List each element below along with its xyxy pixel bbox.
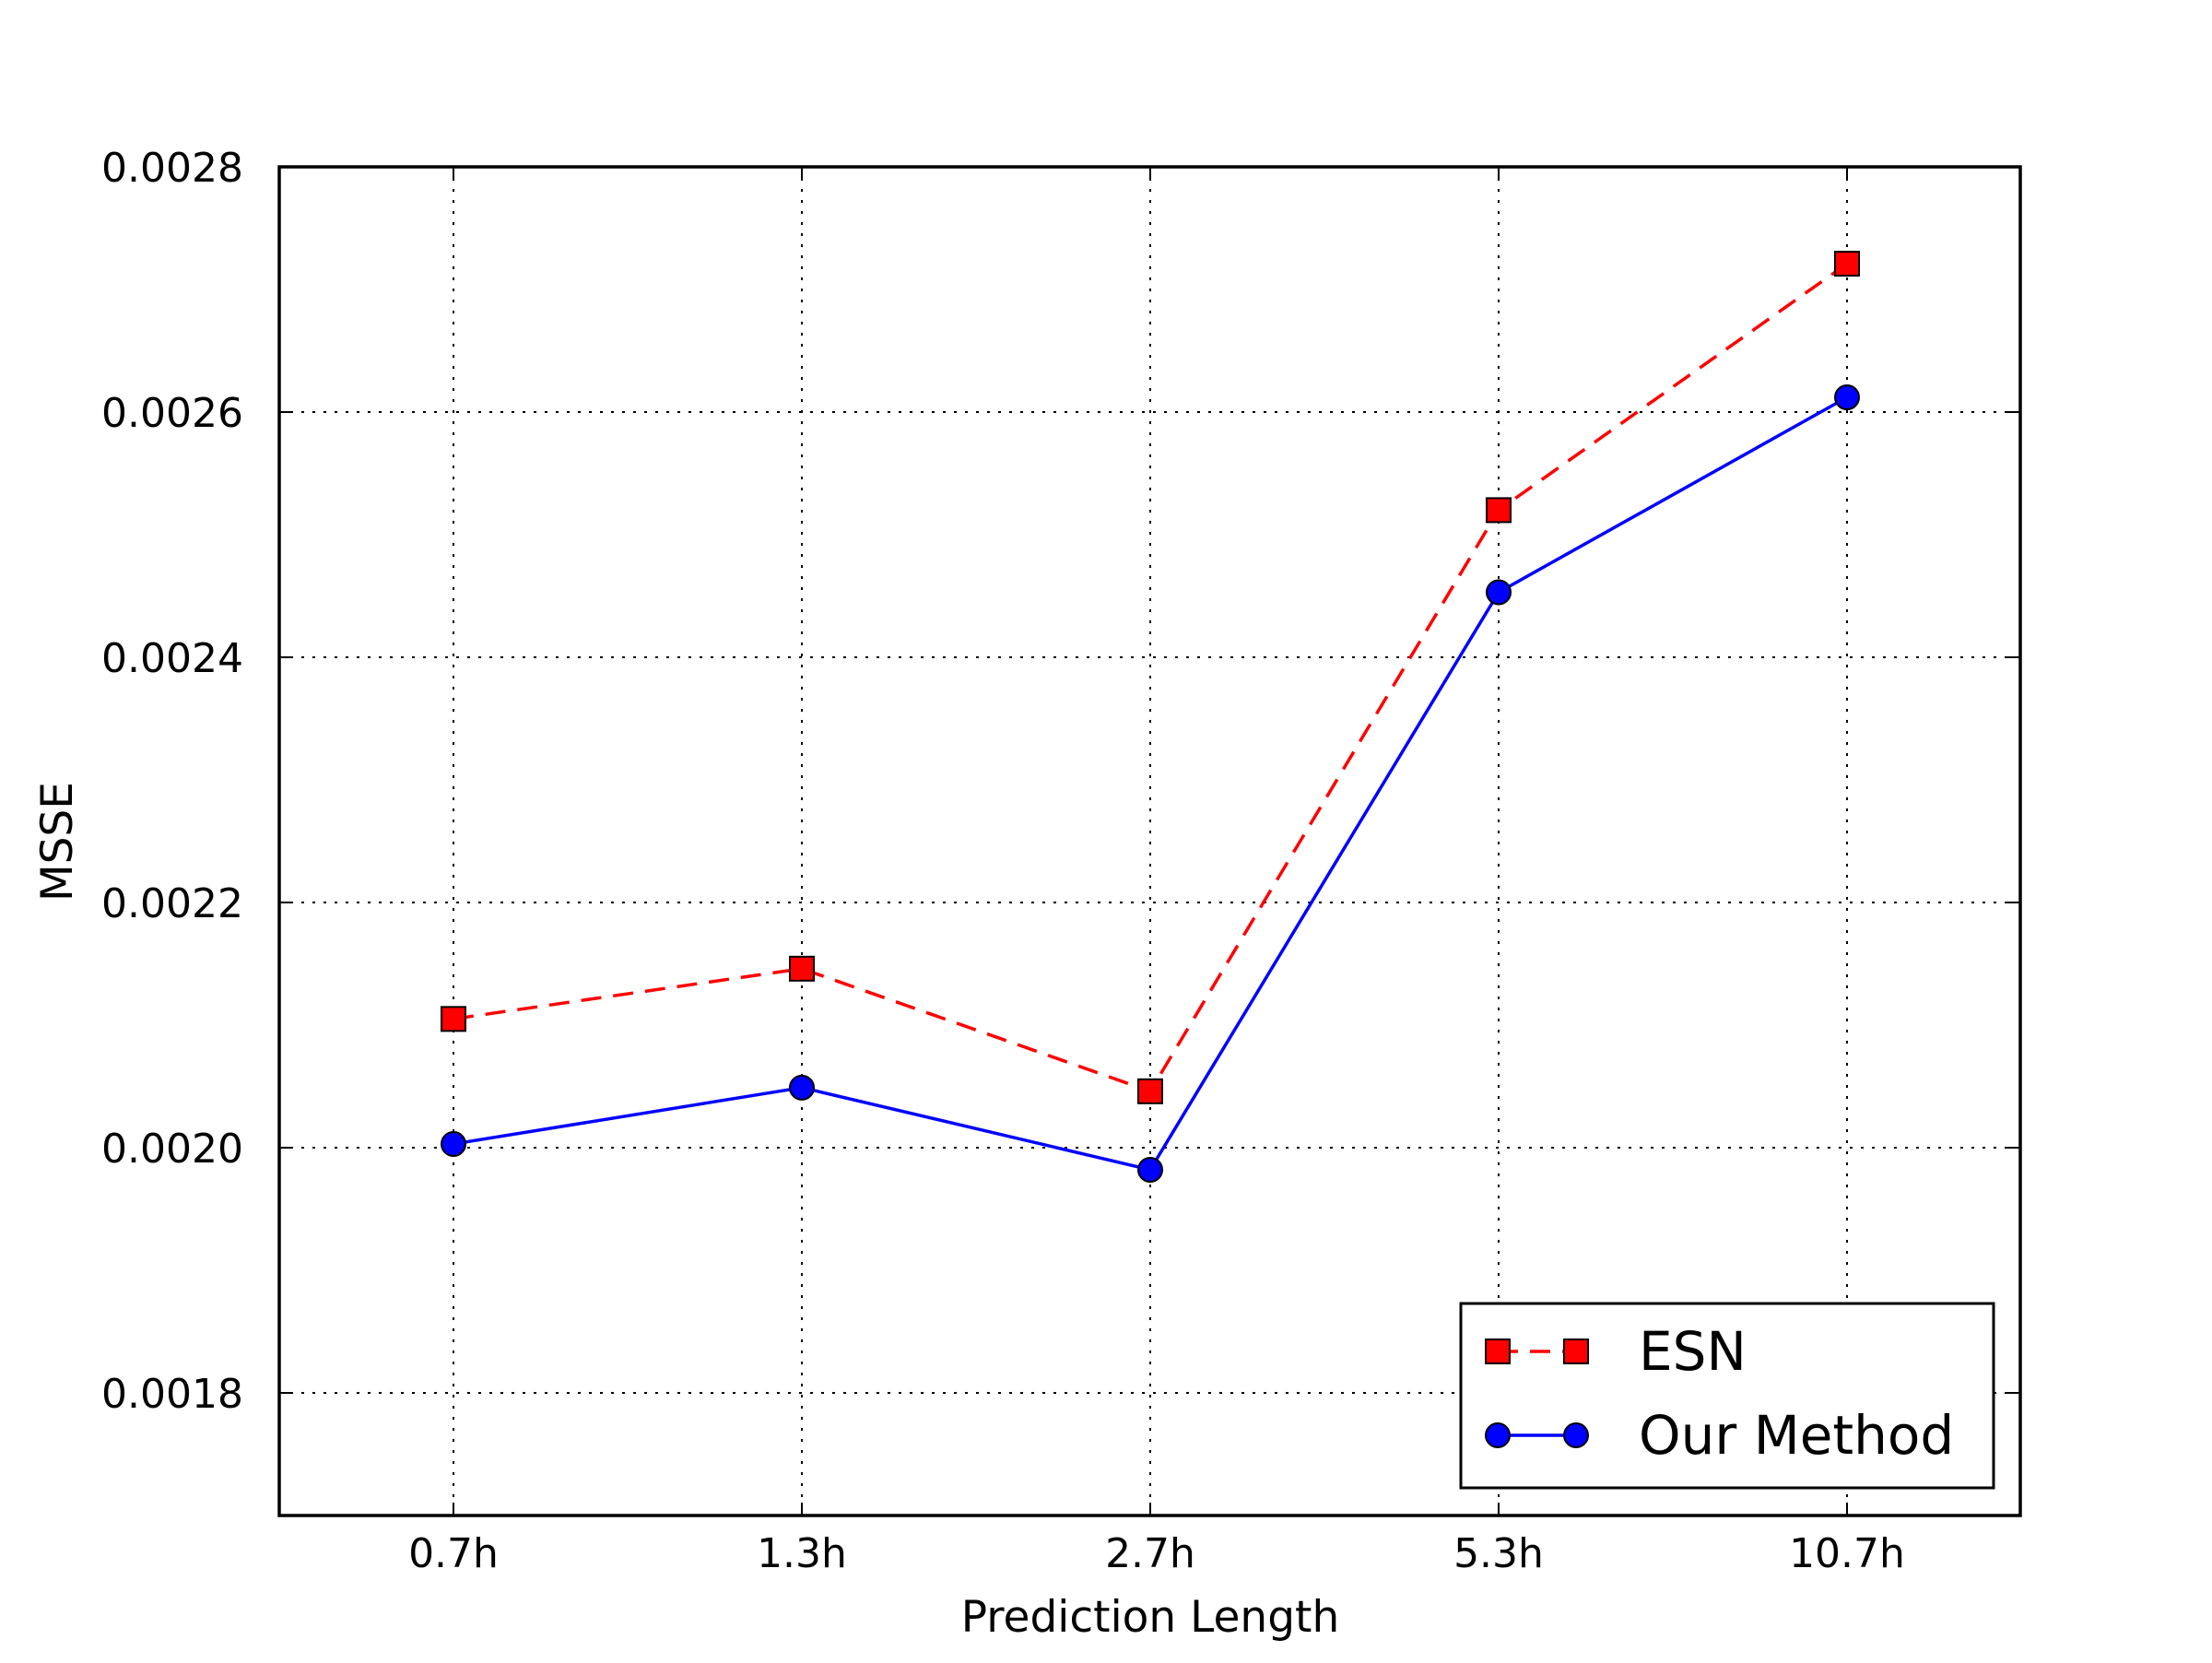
data-point [789,955,815,982]
y-tick-label: 0.0028 [101,145,243,192]
x-tick-label: 2.7h [1105,1530,1195,1577]
y-tick-label: 0.0018 [101,1371,243,1418]
x-tick-label: 5.3h [1453,1530,1544,1577]
series-esn [441,251,1860,1104]
plot-area-frame [277,165,2022,1517]
legend-entries: ESN Our Method [1485,1320,1954,1467]
legend-label: ESN [1639,1320,1747,1383]
legend-entry: ESN [1485,1320,1747,1383]
y-tick-label: 0.0020 [101,1126,243,1173]
legend-marker [1485,1422,1511,1448]
data-point [1834,251,1860,277]
data-point [1834,384,1860,411]
series-our-method [441,384,1860,1183]
y-tick-label: 0.0026 [101,390,243,437]
legend-marker [1563,1422,1589,1448]
legend-marker [1563,1339,1589,1364]
x-axis-label: Prediction Length [961,1592,1340,1643]
data-point [1137,1078,1163,1104]
data-point [789,1074,815,1101]
y-tick-label: 0.0022 [101,880,243,927]
legend-entry: Our Method [1485,1404,1954,1467]
legend-marker [1485,1339,1511,1364]
data-series [441,251,1860,1183]
legend: ESN Our Method [1459,1302,1995,1490]
x-tick-label: 0.7h [408,1530,499,1577]
legend-box [1459,1302,1995,1490]
y-tick-labels: 0.0018 0.0020 0.0022 0.0024 0.0026 0.0028 [101,145,243,1418]
data-point [441,1006,466,1032]
x-tick-label: 1.3h [757,1530,847,1577]
data-point [441,1131,466,1158]
x-tick-label: 10.7h [1789,1530,1905,1577]
data-point [1486,497,1512,524]
data-point [1486,579,1512,606]
legend-label: Our Method [1639,1404,1954,1467]
data-point [1137,1156,1163,1183]
y-axis-label: MSSE [32,782,83,902]
y-tick-label: 0.0024 [101,635,243,682]
x-tick-labels: 0.7h 1.3h 2.7h 5.3h 10.7h [408,1530,1905,1577]
